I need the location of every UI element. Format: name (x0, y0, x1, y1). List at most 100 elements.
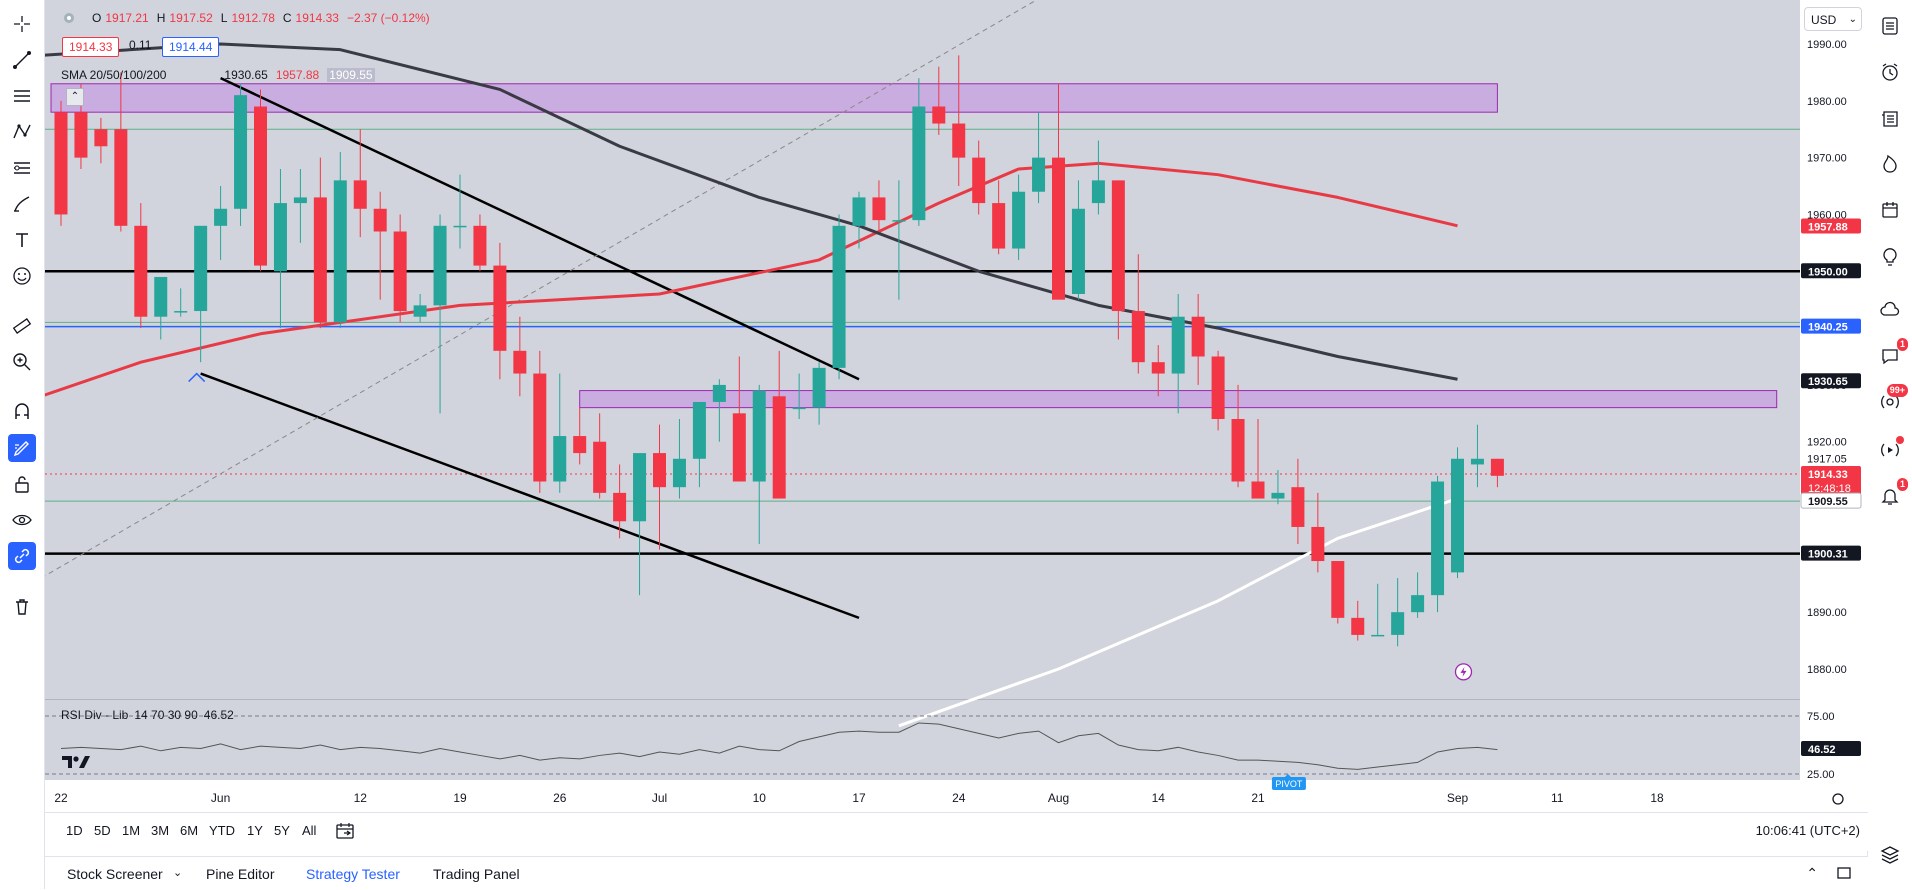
candle-body-39 (832, 225, 846, 368)
price-tag-6: 1900.31 (1801, 545, 1861, 561)
brush-icon[interactable] (8, 190, 36, 218)
range-1m-button[interactable]: 1M (122, 823, 141, 838)
close-value: 1914.33 (295, 11, 339, 25)
clock-timezone[interactable]: 10:06:41 (UTC+2) (1755, 823, 1860, 838)
candle-body-65 (1351, 617, 1365, 635)
pivot-label-bg (1271, 777, 1306, 790)
eye-icon[interactable] (8, 506, 36, 534)
pattern-icon[interactable] (8, 118, 36, 146)
calendar-icon[interactable] (1876, 196, 1904, 224)
candle-37 (792, 373, 806, 419)
notification-bell-icon[interactable]: 1 (1876, 478, 1908, 510)
rsi-name: RSI Div - Lib (61, 708, 129, 722)
link-icon[interactable] (8, 542, 36, 570)
price-chart[interactable]: PIVOT1880.001890.001900.001910.001917.05… (45, 0, 1868, 812)
ideas-bulb-icon[interactable] (1876, 242, 1904, 270)
maximize-panel-icon[interactable] (1836, 865, 1852, 884)
zoom-icon[interactable] (8, 348, 36, 376)
ruler-icon[interactable] (8, 312, 36, 340)
rsi-line (60, 722, 1498, 770)
tab-stock-screener[interactable]: Stock Screener (67, 866, 163, 882)
stay-in-drawing-mode-icon[interactable] (8, 434, 36, 462)
streams-icon[interactable]: 99+ (1876, 384, 1908, 416)
candle-36 (772, 350, 786, 499)
price-tick-label: 1890.00 (1807, 607, 1847, 619)
pivot-marker-icon (188, 372, 206, 383)
candle-11 (273, 169, 287, 329)
range-1y-button[interactable]: 1Y (247, 823, 263, 838)
candle-body-16 (373, 208, 387, 232)
rsi-legend[interactable]: RSI Div - Lib 14 70 30 90 46.52 (61, 708, 234, 722)
trash-icon[interactable] (8, 592, 36, 620)
candle-body-53 (1111, 180, 1125, 312)
chat-icon[interactable]: 1 (1876, 338, 1908, 370)
high-value: 1917.52 (169, 11, 213, 25)
broadcast-play-icon[interactable] (1876, 436, 1904, 464)
horizontal-lines-icon[interactable] (8, 82, 36, 110)
sma-legend[interactable]: SMA 20/50/100/200 1930.65 1957.88 1909.5… (61, 68, 375, 82)
candle-body-6 (174, 311, 188, 313)
range-ytd-button[interactable]: YTD (209, 823, 235, 838)
tab-strategy-tester[interactable]: Strategy Tester (306, 866, 400, 882)
lock-icon[interactable] (8, 470, 36, 498)
currency-select[interactable]: USD ⌄ (1804, 7, 1862, 31)
time-tick-label: 10 (753, 791, 767, 805)
candle-6 (174, 288, 188, 317)
candle-body-38 (812, 367, 826, 408)
layers-icon[interactable] (1876, 840, 1904, 868)
price-tag-text-6: 1900.31 (1808, 549, 1848, 561)
resistance-zone-0 (50, 83, 1498, 113)
candle-18 (413, 294, 427, 323)
candle-63 (1311, 492, 1325, 573)
candle-16 (373, 191, 387, 300)
collapse-legend-button[interactable]: ⌃ (66, 88, 84, 106)
price-tag-text-0: 1957.88 (1808, 222, 1848, 234)
price-tag-text-2: 1940.25 (1808, 322, 1848, 334)
price-tag-bg-0 (1801, 218, 1861, 234)
candle-51 (1071, 180, 1085, 300)
collapse-panel-icon[interactable]: ⌃ (1806, 865, 1818, 881)
candle-body-60 (1251, 481, 1265, 499)
candle-body-37 (792, 407, 806, 410)
candle-42 (892, 180, 906, 300)
open-value: 1917.21 (105, 11, 149, 25)
candle-body-29 (633, 453, 647, 522)
price-tick-label: 1917.05 (1807, 453, 1847, 465)
candle-body-50 (1052, 157, 1065, 300)
high-label: H (156, 11, 166, 25)
emoji-icon[interactable] (8, 262, 36, 290)
buy-price-button[interactable]: 1914.44 (162, 37, 220, 57)
candle-3 (114, 72, 128, 232)
candle-19 (433, 214, 447, 414)
text-icon[interactable] (8, 226, 36, 254)
cloud-icon[interactable] (1876, 296, 1904, 324)
fib-icon[interactable] (8, 154, 36, 182)
candle-body-67 (1391, 612, 1405, 635)
magnet-icon[interactable] (8, 398, 36, 426)
chevron-down-icon[interactable]: ⌄ (173, 867, 183, 879)
hotlist-flame-icon[interactable] (1876, 150, 1904, 178)
candle-34 (732, 356, 746, 482)
time-tick-label: 22 (54, 791, 68, 805)
range-6m-button[interactable]: 6M (180, 823, 199, 838)
crosshair-icon[interactable] (8, 10, 36, 38)
candle-body-14 (333, 180, 347, 323)
chart-area[interactable]: PIVOT1880.001890.001900.001910.001917.05… (45, 0, 1868, 812)
candle-body-28 (613, 492, 627, 522)
sma-value-2: 1957.88 (275, 68, 320, 82)
range-5d-button[interactable]: 5D (94, 823, 111, 838)
range-5y-button[interactable]: 5Y (274, 823, 290, 838)
candle-49 (1032, 112, 1046, 204)
tab-pine-editor[interactable]: Pine Editor (206, 866, 275, 882)
range-all-button[interactable]: All (302, 823, 317, 838)
range-1d-button[interactable]: 1D (66, 823, 83, 838)
sell-price-button[interactable]: 1914.33 (62, 37, 120, 57)
candle-body-8 (214, 208, 228, 226)
news-list-icon[interactable] (1876, 104, 1904, 132)
alarm-clock-icon[interactable] (1876, 58, 1904, 86)
tab-trading-panel[interactable]: Trading Panel (433, 866, 520, 882)
watchlist-icon[interactable] (1876, 12, 1904, 40)
goto-date-icon[interactable] (335, 821, 355, 844)
range-3m-button[interactable]: 3M (151, 823, 170, 838)
trend-line-icon[interactable] (8, 46, 36, 74)
